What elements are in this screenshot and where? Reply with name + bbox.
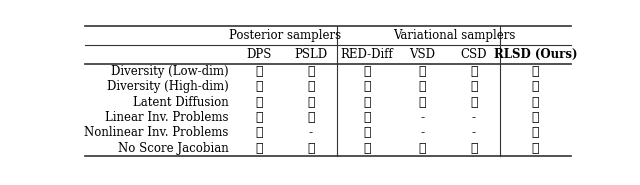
Text: ✓: ✓ (470, 142, 477, 155)
Text: ✓: ✓ (532, 142, 539, 155)
Text: No Score Jacobian: No Score Jacobian (118, 142, 229, 155)
Text: -: - (309, 127, 313, 139)
Text: ✓: ✓ (256, 80, 263, 93)
Text: Variational samplers: Variational samplers (393, 29, 515, 42)
Text: ✗: ✗ (256, 96, 263, 109)
Text: Nonlinear Inv. Problems: Nonlinear Inv. Problems (84, 127, 229, 139)
Text: Posterior samplers: Posterior samplers (229, 29, 341, 42)
Text: ✓: ✓ (532, 65, 539, 78)
Text: -: - (420, 111, 424, 124)
Text: ✓: ✓ (363, 111, 371, 124)
Text: DPS: DPS (247, 48, 272, 61)
Text: ✗: ✗ (256, 142, 263, 155)
Text: ✓: ✓ (307, 96, 315, 109)
Text: Diversity (Low-dim): Diversity (Low-dim) (111, 65, 229, 78)
Text: ✓: ✓ (532, 80, 539, 93)
Text: ✓: ✓ (532, 127, 539, 139)
Text: ✗: ✗ (307, 142, 315, 155)
Text: CSD: CSD (461, 48, 487, 61)
Text: ✗: ✗ (363, 80, 371, 93)
Text: PSLD: PSLD (294, 48, 328, 61)
Text: ✗: ✗ (419, 80, 426, 93)
Text: Linear Inv. Problems: Linear Inv. Problems (106, 111, 229, 124)
Text: -: - (420, 127, 424, 139)
Text: ✓: ✓ (307, 111, 315, 124)
Text: ✓: ✓ (307, 65, 315, 78)
Text: ✓: ✓ (363, 142, 371, 155)
Text: -: - (472, 127, 476, 139)
Text: ✗: ✗ (363, 96, 371, 109)
Text: ✓: ✓ (256, 65, 263, 78)
Text: ✓: ✓ (532, 111, 539, 124)
Text: ✓: ✓ (419, 65, 426, 78)
Text: ✓: ✓ (363, 127, 371, 139)
Text: Latent Diffusion: Latent Diffusion (133, 96, 229, 109)
Text: ✓: ✓ (256, 111, 263, 124)
Text: ✗: ✗ (363, 65, 371, 78)
Text: ✓: ✓ (532, 96, 539, 109)
Text: ✓: ✓ (419, 96, 426, 109)
Text: RLSD (Ours): RLSD (Ours) (493, 48, 577, 61)
Text: RED-Diff: RED-Diff (340, 48, 393, 61)
Text: ✓: ✓ (256, 127, 263, 139)
Text: -: - (472, 111, 476, 124)
Text: ✓: ✓ (419, 142, 426, 155)
Text: Diversity (High-dim): Diversity (High-dim) (107, 80, 229, 93)
Text: ✓: ✓ (307, 80, 315, 93)
Text: ✗: ✗ (470, 80, 477, 93)
Text: ✓: ✓ (470, 96, 477, 109)
Text: ✓: ✓ (470, 65, 477, 78)
Text: VSD: VSD (410, 48, 435, 61)
